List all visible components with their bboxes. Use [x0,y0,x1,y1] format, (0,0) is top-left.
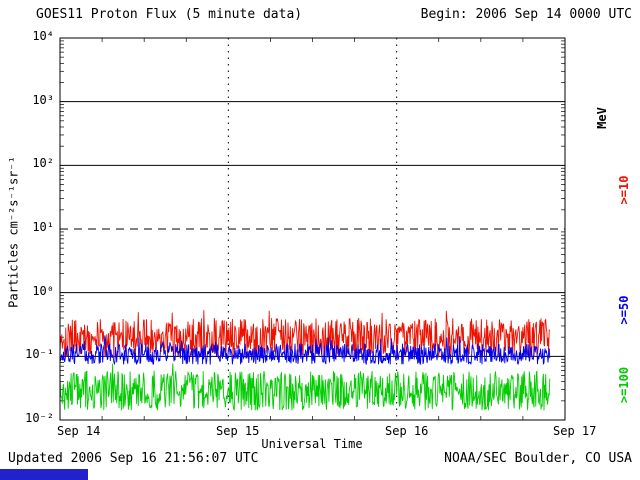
chart-title: GOES11 Proton Flux (5 minute data) [36,7,303,22]
xtick-sep17: Sep 17 [553,424,597,438]
plot-border [59,37,566,421]
ytick-1e2: 10² [32,156,54,170]
series-gte50MeV [59,335,551,366]
ytick-1e0: 10⁰ [32,284,54,298]
ytick-1e4: 10⁴ [32,29,54,43]
xtick-sep16: Sep 16 [385,424,429,438]
x-axis-label: Universal Time [261,437,363,451]
legend-gte50: >=50 [617,295,631,325]
legend-gte10: >=10 [617,175,631,205]
ytick-1em1: 10⁻¹ [25,347,54,361]
ytick-1e1: 10¹ [32,220,54,234]
source-credit: NOAA/SEC Boulder, CO USA [444,451,632,466]
ytick-1em2: 10⁻² [25,411,54,425]
updated-timestamp: Updated 2006 Sep 16 21:56:07 UTC [8,451,259,466]
legend-gte100: >=100 [617,366,631,404]
begin-timestamp: Begin: 2006 Sep 14 0000 UTC [420,7,632,22]
series-gte100MeV [59,363,551,412]
ytick-1e3: 10³ [32,93,54,107]
xtick-sep15: Sep 15 [216,424,260,438]
y-axis-label: Particles cm⁻²s⁻¹sr⁻¹ [6,156,21,308]
legend-mev: MeV [595,107,609,129]
xtick-sep14: Sep 14 [57,424,101,438]
series-gte10MeV [59,310,551,358]
bottom-left-blue-bar [0,469,88,480]
